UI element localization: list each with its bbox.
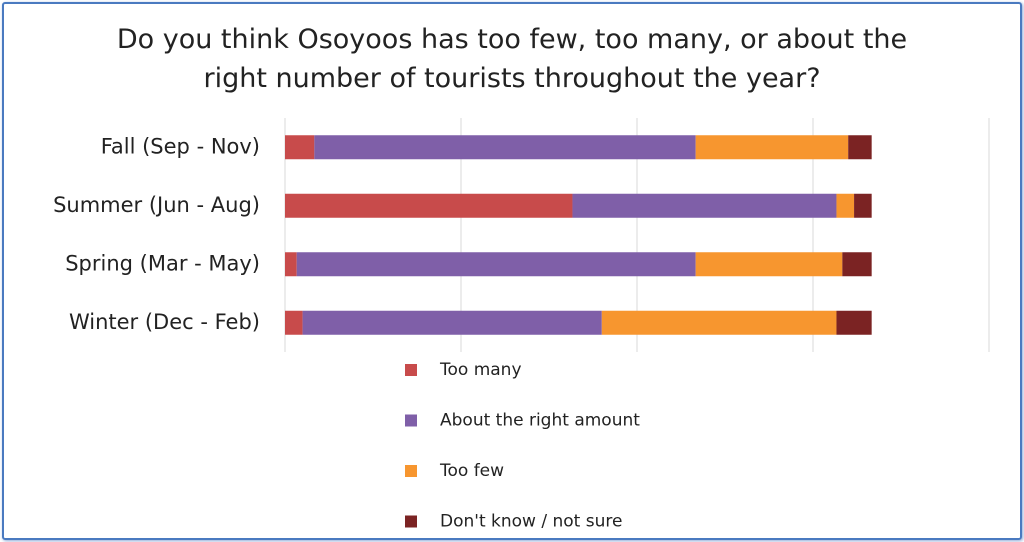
legend-label: Don't know / not sure [440,512,622,532]
legend-swatch [405,515,417,528]
bar-segment [296,252,696,277]
y-tick-label: Fall (Sep - Nov) [101,134,260,158]
bar-segment [695,135,849,160]
bar-segment [848,135,872,160]
bar-segment [836,310,872,335]
legend-label: Too many [439,360,522,380]
legend-swatch [405,465,417,477]
bar-segment [572,193,837,218]
chart-title: Do you think Osoyoos has too few, too ma… [116,24,908,94]
bar-segment [842,252,872,277]
y-tick-label: Winter (Dec - Feb) [69,310,260,334]
legend-swatch [405,414,417,427]
bar-segment [285,310,303,335]
legend-swatch [405,364,417,376]
bar-segment [836,193,855,218]
y-tick-label: Summer (Jun - Aug) [53,193,260,217]
y-tick-label: Spring (Mar - May) [65,251,260,275]
bar-segment [285,193,573,218]
legend-label: Too few [439,461,504,481]
bar-segment [854,193,872,218]
bar-segment [314,135,696,160]
bar-segment [302,310,602,335]
bar-segment [285,252,297,277]
bar-segment [695,252,843,277]
bar-segment [285,135,315,160]
legend-label: About the right amount [440,411,640,431]
bar-segment [601,310,837,335]
